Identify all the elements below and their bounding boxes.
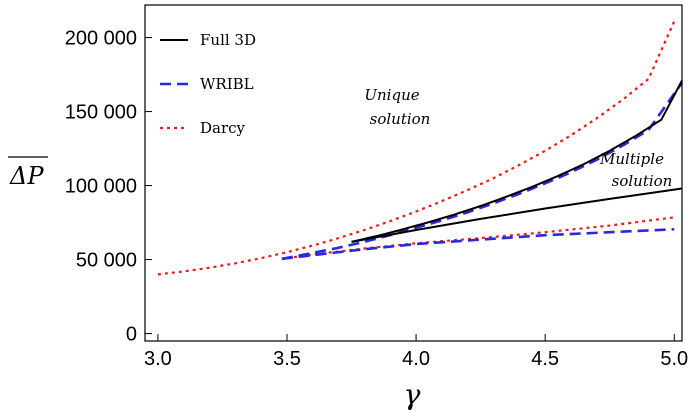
legend: Full 3D WRIBL Darcy <box>160 31 256 137</box>
y-axis-label: ΔP <box>8 156 48 190</box>
y-tick-label: 50 000 <box>76 250 137 272</box>
series-line-wribl-branch-1 <box>281 81 684 261</box>
x-tick-label: 4.0 <box>402 348 430 370</box>
y-tick-label: 0 <box>126 324 137 346</box>
series-line-full3d-branch-1 <box>351 80 683 243</box>
x-tick-label: 3.5 <box>273 348 301 370</box>
annotation-multiple-solution: Multiple solution <box>599 150 672 190</box>
annotation-multiple-line1: Multiple <box>599 150 664 168</box>
y-tick-label: 200 000 <box>65 28 137 50</box>
series-line-darcy-branch-1 <box>157 20 676 276</box>
x-tick-label: 3.0 <box>144 348 172 370</box>
annotation-unique-line1: Unique <box>364 86 419 104</box>
annotation-unique-solution: Unique solution <box>364 86 430 128</box>
y-tick-label: 100 000 <box>65 176 137 198</box>
legend-label-wribl: WRIBL <box>200 75 254 93</box>
series-line-full3d-branch-2 <box>351 187 683 243</box>
legend-label-darcy: Darcy <box>200 119 246 137</box>
series-line-darcy-branch-2 <box>286 216 675 260</box>
annotation-unique-line2: solution <box>370 110 431 128</box>
x-axis-label: γ <box>404 378 421 411</box>
y-tick-label: 150 000 <box>65 102 137 124</box>
x-tick-label: 4.5 <box>531 348 559 370</box>
ticks-layer: 3.0 3.5 4.0 4.5 5.0 0 50 000 100 000 150 000 200 … <box>65 28 688 370</box>
series-line-wribl-branch-2 <box>281 227 675 261</box>
series-layer <box>157 20 684 276</box>
plot-frame <box>144 4 683 342</box>
x-tick-label: 5.0 <box>660 348 688 370</box>
y-axis-label-text: ΔP <box>9 162 44 190</box>
legend-label-full3d: Full 3D <box>200 31 256 49</box>
annotation-multiple-line2: solution <box>612 172 673 190</box>
